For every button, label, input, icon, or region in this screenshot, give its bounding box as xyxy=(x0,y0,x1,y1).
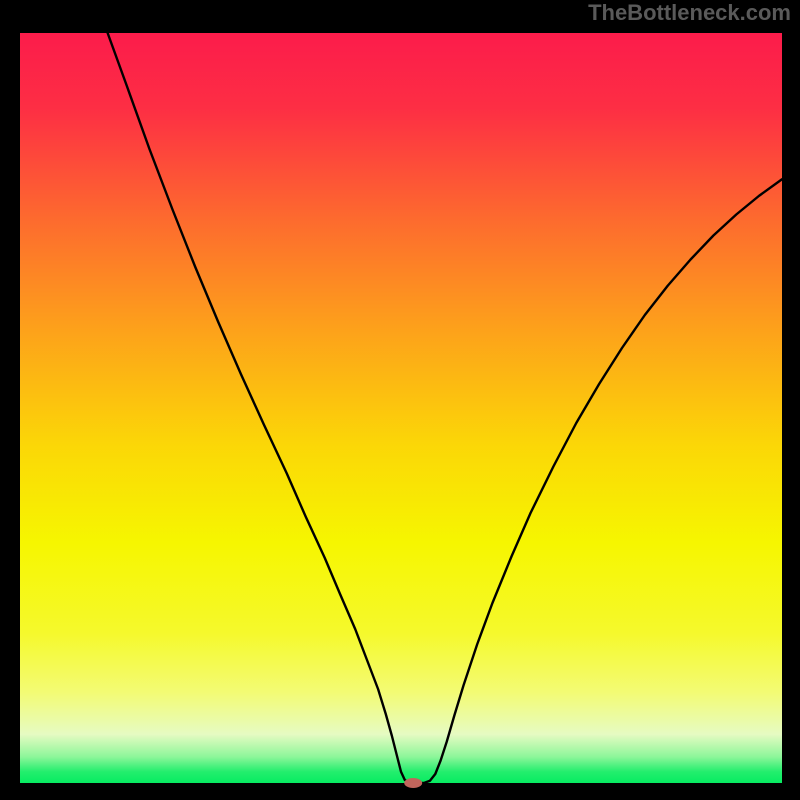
optimal-point-marker xyxy=(404,778,422,788)
watermark-text: TheBottleneck.com xyxy=(588,0,791,26)
chart-container: TheBottleneck.com xyxy=(0,0,800,800)
bottleneck-chart xyxy=(0,0,800,800)
plot-gradient-area xyxy=(20,33,782,783)
